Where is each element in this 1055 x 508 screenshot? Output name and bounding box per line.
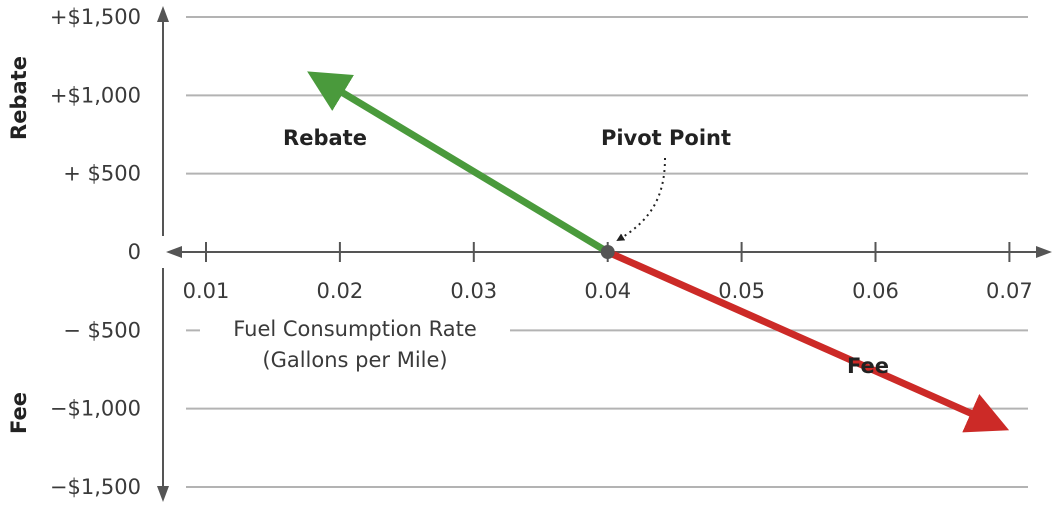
y-axis-arrow-up [157,6,169,22]
y-tick-label: 0 [128,240,141,264]
pivot-point-pointer [616,157,666,242]
series-label-rebate: Rebate [283,126,367,150]
y-tick-label: −$1,500 [50,475,141,499]
y-axis-title-rebate: Rebate [7,56,31,140]
x-axis-title-background [200,316,510,378]
y-tick-labels: +$1,500 +$1,000 + $500 0 − $500 −$1,000 −$1,50… [50,5,141,499]
x-tick-label: 0.01 [183,279,230,303]
x-tick-label: 0.05 [718,279,765,303]
series-line-fee [606,248,1010,433]
x-axis-title-line2: (Gallons per Mile) [262,348,447,372]
y-tick-label: −$1,000 [50,397,141,421]
y-tick-label: +$1,500 [50,5,141,29]
series-label-fee: Fee [847,354,889,378]
x-tick-label: 0.04 [584,279,631,303]
y-tick-label: +$1,000 [50,83,141,107]
series-line-rebate [307,71,610,255]
y-axis-title-fee: Fee [7,392,31,434]
series [307,71,1010,433]
x-tick-label: 0.03 [450,279,497,303]
x-tick-label: 0.06 [852,279,899,303]
x-axis-title-line1: Fuel Consumption Rate [233,317,477,341]
y-tick-label: + $500 [63,162,141,186]
pivot-layer [600,245,615,259]
x-tick-labels: 0.01 0.02 0.03 0.04 0.05 0.06 0.07 [183,242,1033,303]
y-axis-arrow-down [157,486,169,502]
x-tick-label: 0.07 [986,279,1033,303]
pivot-point-label: Pivot Point [601,126,731,150]
pivot-point-marker [600,245,615,259]
x-axis-arrow-left [166,246,182,258]
y-tick-label: − $500 [63,318,141,342]
x-tick-label: 0.02 [317,279,364,303]
x-axis-arrow-right [1036,246,1052,258]
